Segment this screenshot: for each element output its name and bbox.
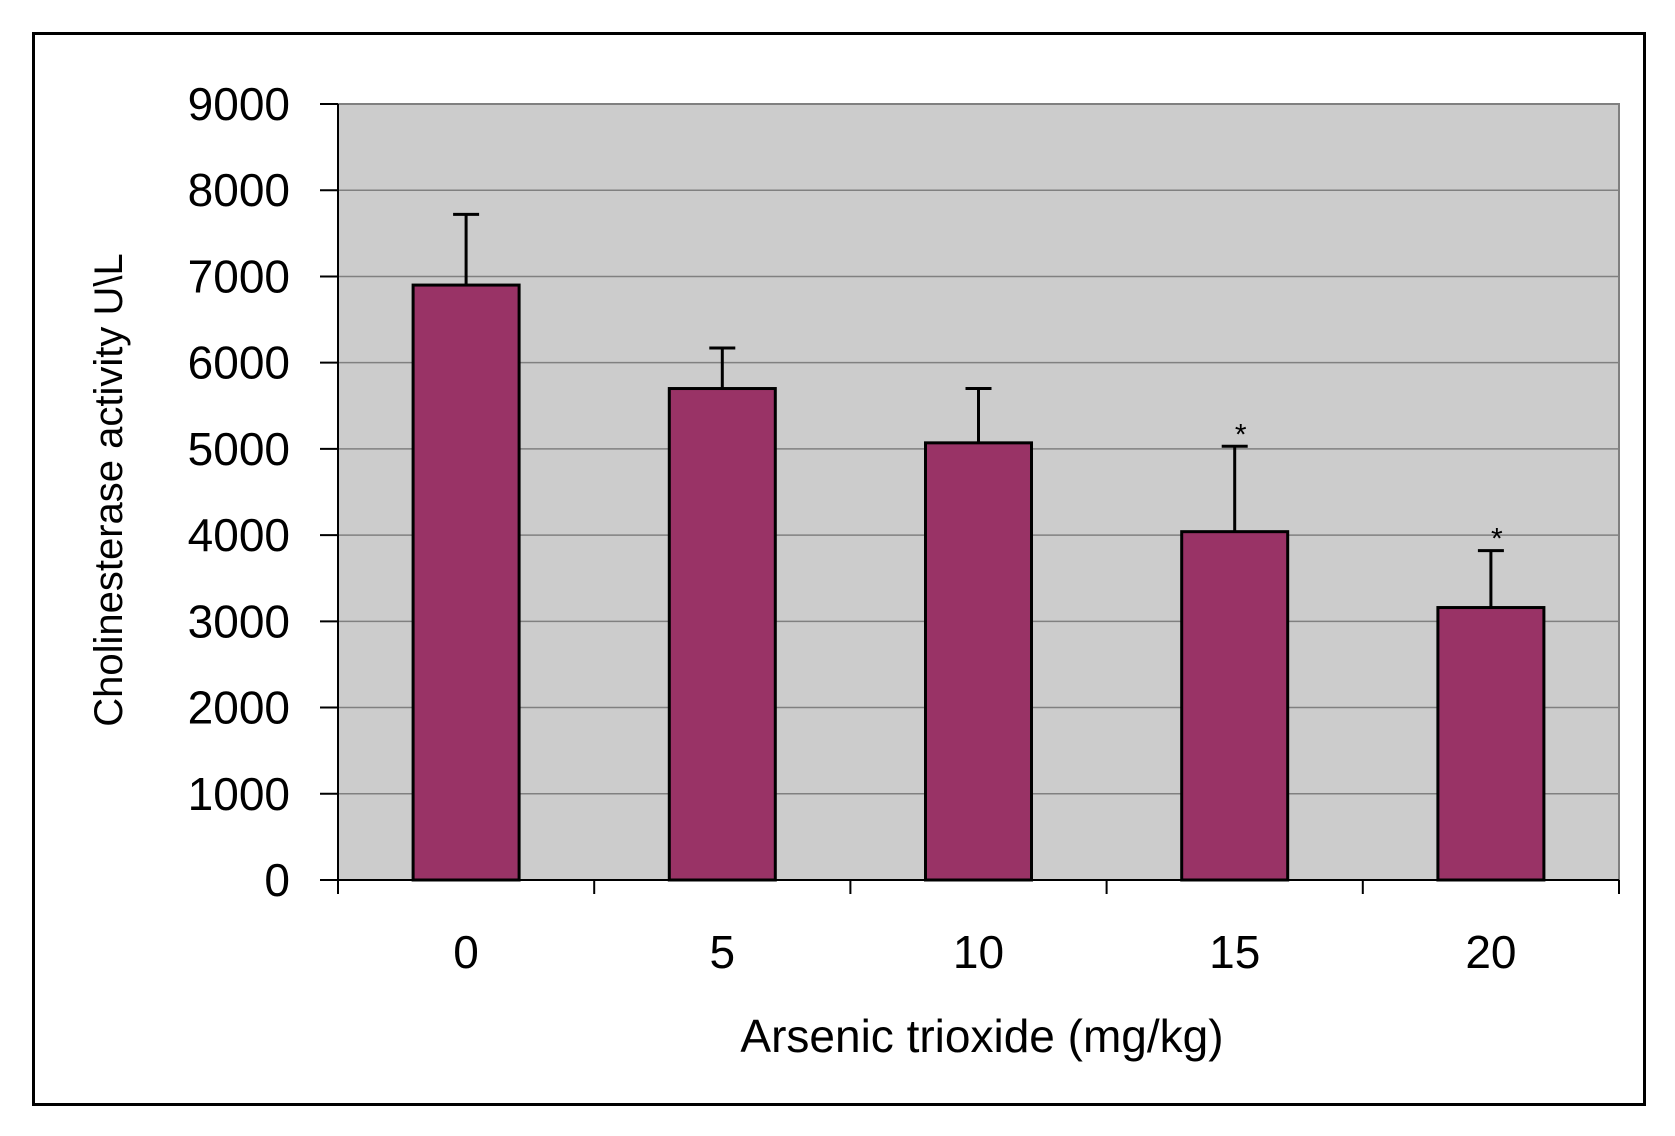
bar-10 <box>924 441 1033 882</box>
bar-5 <box>667 387 777 882</box>
x-tick-label-15: 15 <box>1209 926 1260 978</box>
y-tick-label-3000: 3000 <box>188 595 290 647</box>
x-tick-label-0: 0 <box>453 926 479 978</box>
y-tick-label-8000: 8000 <box>188 164 290 216</box>
x-tick-label-5: 5 <box>710 926 736 978</box>
x-tick-label-10: 10 <box>953 926 1004 978</box>
x-axis-title: Arsenic trioxide (mg/kg) <box>740 1010 1223 1062</box>
y-tick-label-6000: 6000 <box>188 337 290 389</box>
y-axis-title: Cholinesterase activity U\L <box>87 253 131 727</box>
bar-20 <box>1436 606 1546 882</box>
bar-15 <box>1180 530 1290 882</box>
y-tick-label-0: 0 <box>264 854 290 906</box>
y-tick-label-9000: 9000 <box>188 78 290 130</box>
y-tick-label-5000: 5000 <box>188 423 290 475</box>
x-tick-label-20: 20 <box>1465 926 1516 978</box>
y-tick-label-2000: 2000 <box>188 682 290 734</box>
significance-marker-15: * <box>1235 418 1247 451</box>
axes <box>320 103 1620 894</box>
significance-marker-20: * <box>1491 523 1503 556</box>
bars <box>411 212 1546 882</box>
labels: * * 0 1000 2000 3000 4000 5000 6000 7000 8000 9000 0… <box>188 78 1517 978</box>
y-tick-label-7000: 7000 <box>188 250 290 302</box>
y-tick-label-1000: 1000 <box>188 768 290 820</box>
y-tick-label-4000: 4000 <box>188 509 290 561</box>
bar-0 <box>411 283 521 882</box>
